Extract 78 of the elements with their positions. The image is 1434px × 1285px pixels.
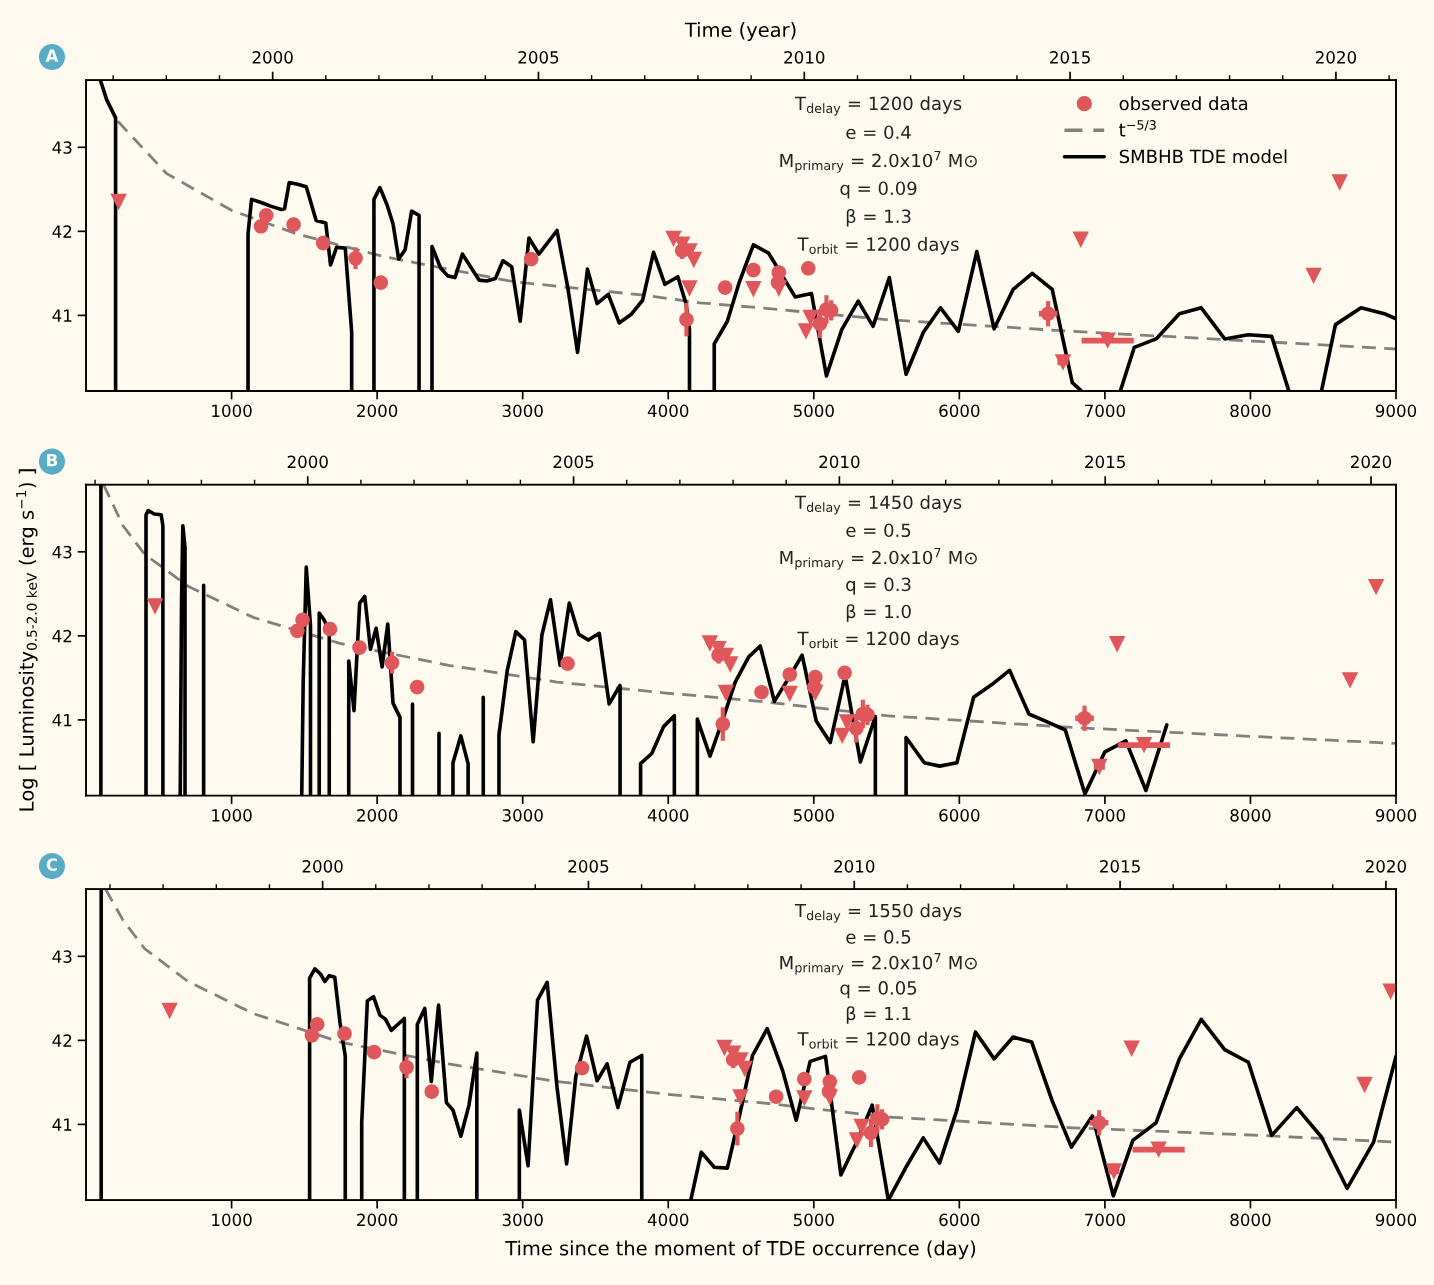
legend-label: SMBHB TDE model bbox=[1119, 149, 1287, 164]
y-tick-label: 41 bbox=[52, 1118, 72, 1131]
x2-tick-label: 2010 bbox=[819, 455, 860, 469]
x2-tick-label: 2000 bbox=[287, 455, 328, 469]
x-tick-label: 2000 bbox=[357, 1213, 398, 1227]
x-tick-label: 6000 bbox=[939, 1213, 980, 1227]
x2-tick-label: 2015 bbox=[1100, 860, 1140, 873]
annotation: T$_{delay}$ = 1450 days bbox=[794, 495, 962, 515]
legend-label: observed data bbox=[1119, 96, 1248, 111]
x2-tick-label: 2005 bbox=[568, 860, 609, 873]
x-tick-label: 9000 bbox=[1375, 404, 1417, 418]
x-tick-label: 4000 bbox=[647, 404, 689, 418]
annotation: e = 0.5 bbox=[846, 523, 911, 538]
x2-tick-label: 2015 bbox=[1085, 455, 1125, 469]
x2-tick-label: 2020 bbox=[1315, 51, 1357, 64]
y-tick-label: 43 bbox=[52, 141, 72, 154]
x-tick-label: 2000 bbox=[357, 404, 398, 418]
x-tick-label: 4000 bbox=[647, 809, 689, 822]
x-tick-label: 8000 bbox=[1230, 809, 1271, 822]
x-tick-label: 4000 bbox=[647, 1213, 689, 1227]
annotation: M$_{primary}$ = 2.0x10$^{7}$ M⊙ bbox=[780, 953, 977, 975]
text: A bbox=[45, 49, 59, 62]
x-axis-title: Time since the moment of TDE occurrence (day) bbox=[505, 1240, 976, 1260]
annotation: q = 0.05 bbox=[840, 981, 917, 999]
annotation: T$_{orbit}$ = 1200 days bbox=[797, 631, 959, 649]
x-tick-label: 1000 bbox=[212, 404, 252, 418]
annotation: T$_{orbit}$ = 1200 days bbox=[797, 237, 959, 255]
y-tick-label: 41 bbox=[52, 309, 72, 322]
annotation: M$_{primary}$ = 2.0x10$^{7}$ M⊙ bbox=[780, 150, 977, 173]
x2-tick-label: 2020 bbox=[1365, 860, 1406, 873]
x-tick-label: 6000 bbox=[939, 404, 980, 418]
y-tick-label: 43 bbox=[52, 950, 72, 963]
y-tick-label: 42 bbox=[52, 629, 72, 643]
annotation: q = 0.3 bbox=[846, 577, 911, 595]
y-tick-label: 42 bbox=[52, 1034, 72, 1047]
annotation: T$_{delay}$ = 1550 days bbox=[794, 903, 962, 923]
text: B bbox=[47, 454, 58, 467]
x-tick-label: 2000 bbox=[357, 809, 398, 822]
x2-tick-label: 2005 bbox=[518, 51, 559, 64]
x2-tick-label: 2000 bbox=[252, 51, 293, 64]
x-tick-label: 3000 bbox=[502, 809, 543, 822]
y-tick-label: 41 bbox=[52, 714, 72, 727]
y-tick-label: 43 bbox=[52, 545, 72, 559]
x-tick-label: 6000 bbox=[939, 809, 980, 822]
annotation: T$_{orbit}$ = 1200 days bbox=[797, 1031, 959, 1050]
annotation: T$_{delay}$ = 1200 days bbox=[794, 96, 962, 116]
x2-axis-title: Time (year) bbox=[684, 22, 796, 41]
x2-tick-label: 2000 bbox=[302, 860, 343, 873]
x2-tick-label: 2020 bbox=[1351, 455, 1392, 469]
x2-tick-label: 2010 bbox=[784, 51, 825, 64]
x-tick-label: 1000 bbox=[212, 809, 252, 822]
text: C bbox=[46, 858, 58, 871]
x2-tick-label: 2015 bbox=[1050, 51, 1090, 64]
x-tick-label: 3000 bbox=[502, 404, 543, 418]
x-tick-label: 1000 bbox=[212, 1213, 252, 1227]
x-tick-label: 5000 bbox=[793, 404, 834, 418]
y-tick-label: 42 bbox=[52, 225, 72, 238]
x2-tick-label: 2010 bbox=[834, 860, 875, 873]
x-tick-label: 8000 bbox=[1230, 404, 1271, 418]
x-tick-label: 7000 bbox=[1085, 1213, 1125, 1227]
annotation: β = 1.1 bbox=[846, 1006, 911, 1024]
x-tick-label: 5000 bbox=[793, 809, 834, 822]
annotation: β = 1.3 bbox=[846, 209, 911, 227]
annotation: M$_{primary}$ = 2.0x10$^{7}$ M⊙ bbox=[780, 547, 977, 570]
x-tick-label: 7000 bbox=[1085, 404, 1125, 418]
annotation: q = 0.09 bbox=[840, 181, 917, 199]
x2-tick-label: 2005 bbox=[553, 455, 594, 469]
y-axis-title: Log [ Luminosity$_{0.5-2.0 keV}$ (erg s$^{−1}$) ] bbox=[16, 469, 38, 811]
legend-label: t$^{−5/3}$ bbox=[1119, 120, 1156, 137]
x-tick-label: 7000 bbox=[1085, 809, 1125, 822]
x-tick-label: 9000 bbox=[1375, 1213, 1417, 1227]
x-tick-label: 5000 bbox=[793, 1213, 834, 1227]
annotation: e = 0.5 bbox=[846, 930, 911, 944]
x-tick-label: 3000 bbox=[502, 1213, 543, 1227]
x-tick-label: 9000 bbox=[1375, 809, 1417, 822]
annotation: e = 0.4 bbox=[846, 125, 911, 140]
annotation: β = 1.0 bbox=[846, 604, 911, 622]
x-tick-label: 8000 bbox=[1230, 1213, 1271, 1227]
